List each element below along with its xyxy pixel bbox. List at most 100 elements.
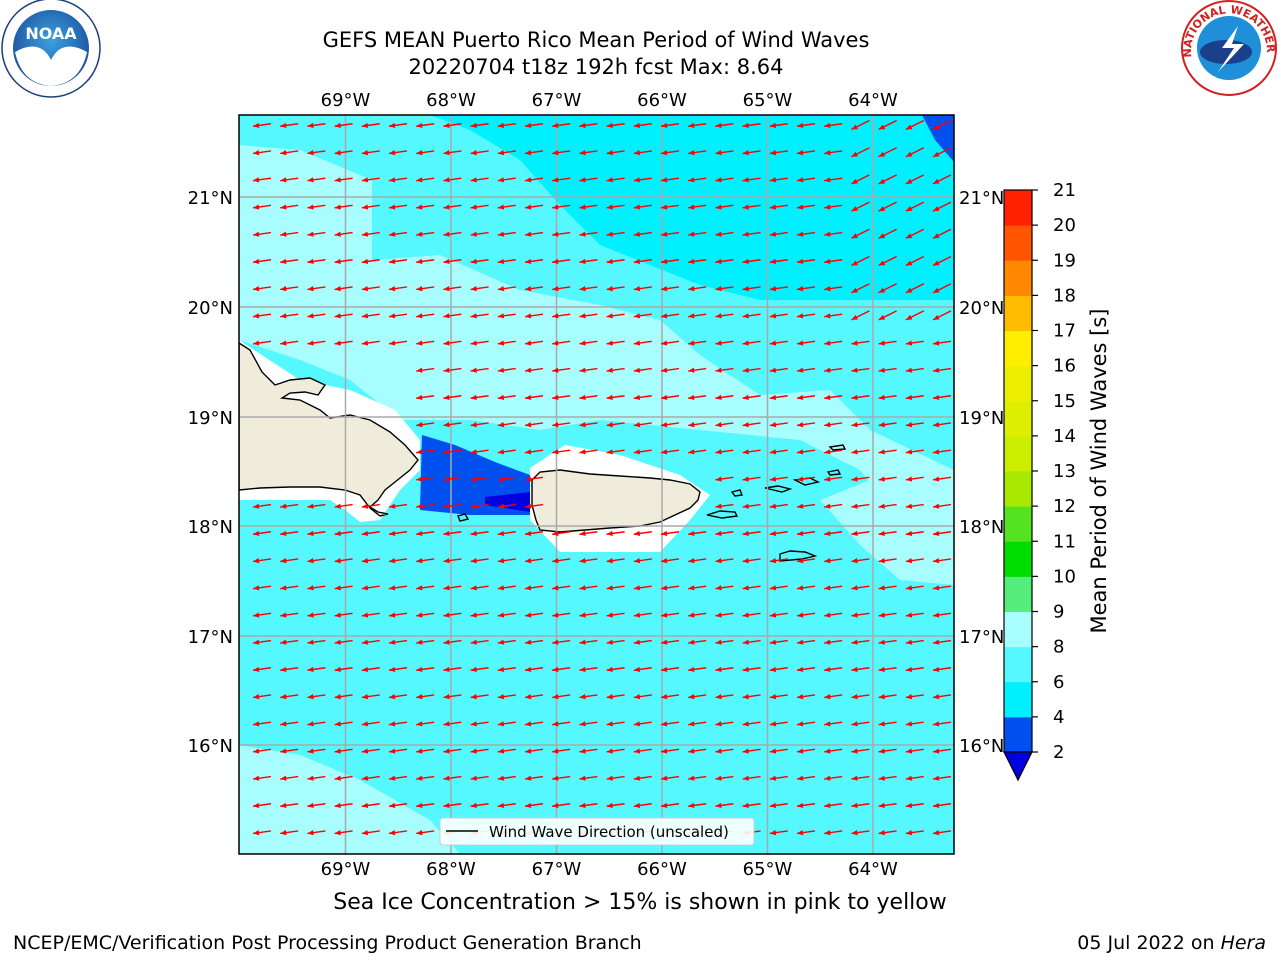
wave-vector-head — [552, 612, 559, 618]
wave-vector-head — [307, 231, 314, 237]
wave-vector-head — [253, 802, 260, 808]
wave-vector-head — [878, 612, 885, 618]
colorbar-segment — [1004, 190, 1032, 226]
wave-vector-head — [688, 394, 695, 400]
wave-vector-head — [742, 558, 749, 564]
wave-vector-head — [416, 503, 423, 509]
wave-vector-head — [905, 585, 913, 591]
wave-vector-head — [769, 666, 777, 672]
wave-vector-head — [688, 150, 695, 156]
colorbar-tick-label: 20 — [1053, 215, 1076, 236]
wave-vector-head — [851, 476, 858, 482]
wave-vector-head — [280, 530, 287, 536]
colorbar-tick-label: 18 — [1053, 285, 1076, 306]
wave-vector-head — [552, 122, 559, 128]
wave-vector-head — [416, 666, 423, 672]
wave-vector-head — [878, 666, 885, 672]
wave-vector-head — [633, 422, 641, 428]
wave-vector-head — [742, 449, 749, 455]
lat-label: 17°N — [959, 627, 1004, 648]
wave-vector-head — [579, 694, 586, 700]
wave-vector-head — [525, 748, 532, 754]
wave-vector-head — [497, 530, 505, 536]
wave-vector-head — [525, 231, 532, 237]
wave-vector-head — [769, 258, 777, 264]
wave-vector-head — [389, 340, 396, 346]
wave-vector-head — [797, 122, 804, 128]
wave-vector-head — [579, 802, 586, 808]
wave-vector-head — [661, 340, 668, 346]
colorbar-segment — [1004, 506, 1032, 542]
wave-vector-head — [334, 612, 341, 618]
wave-vector-head — [497, 122, 505, 128]
wave-vector-head — [905, 639, 913, 645]
wave-vector-head — [470, 177, 477, 183]
wave-vector-head — [416, 422, 423, 428]
wave-vector-head — [769, 503, 777, 509]
wave-vector-head — [307, 286, 314, 292]
wave-vector-head — [715, 313, 722, 319]
wave-vector-head — [443, 666, 450, 672]
wave-vector-head — [470, 721, 477, 727]
wave-vector-head — [905, 449, 913, 455]
wave-vector-head — [525, 394, 532, 400]
wave-vector-head — [769, 340, 777, 346]
land-hispaniola — [239, 342, 419, 517]
wave-vector-head — [443, 694, 450, 700]
wave-vector-head — [361, 204, 369, 210]
colorbar-segment — [1004, 225, 1032, 261]
wave-vector-head — [470, 422, 477, 428]
wave-vector-head — [851, 151, 858, 157]
wave-vector-head — [497, 150, 505, 156]
wave-vector-head — [470, 775, 477, 781]
wave-vector-head — [851, 367, 858, 373]
wave-vector-head — [606, 558, 613, 564]
nws-logo: NATIONAL WEATHER SERVICE — [0, 0, 1277, 96]
wave-vector-head — [416, 585, 423, 591]
wave-vector-head — [525, 530, 532, 536]
wave-vector-head — [797, 422, 804, 428]
wave-vector-head — [579, 204, 586, 210]
wave-vector-head — [797, 530, 804, 536]
wave-vector-head — [688, 122, 695, 128]
colorbar-under-triangle — [1003, 751, 1033, 782]
wave-vector-head — [280, 231, 287, 237]
wave-vector-head — [579, 748, 586, 754]
wave-vector-head — [470, 558, 477, 564]
wave-vector-head — [470, 748, 477, 754]
wave-vector-head — [443, 558, 450, 564]
wave-vector-head — [661, 748, 668, 754]
wave-vector-head — [443, 612, 450, 618]
wave-vector-head — [715, 122, 722, 128]
wave-vector-head — [661, 313, 668, 319]
wave-vector-head — [688, 558, 695, 564]
wave-vector-head — [389, 122, 396, 128]
wave-vector-head — [633, 748, 641, 754]
wave-vector-head — [905, 503, 913, 509]
wave-vector-head — [661, 367, 668, 373]
wave-vector-head — [280, 150, 287, 156]
wave-vector-head — [579, 612, 586, 618]
land-anegada — [826, 469, 842, 476]
wave-vector-head — [878, 748, 885, 754]
lat-label: 21°N — [959, 188, 1004, 209]
wave-vector-head — [389, 830, 396, 836]
wave-vector-head — [253, 258, 260, 264]
colorbar-segment — [1004, 260, 1032, 296]
wave-vector-head — [470, 340, 477, 346]
wave-vector-head — [824, 558, 831, 564]
wave-vector-head — [797, 585, 804, 591]
wave-vector-head — [253, 639, 260, 645]
wave-vector-head — [416, 694, 423, 700]
wave-vector-head — [851, 503, 858, 509]
wave-vector-head — [688, 422, 695, 428]
wave-vector-head — [443, 122, 450, 128]
wave-vector-head — [280, 340, 287, 346]
wave-vector-head — [606, 748, 613, 754]
wave-vector-head — [851, 260, 858, 266]
wave-vector-head — [525, 694, 532, 700]
wave-vector-head — [661, 639, 668, 645]
wave-vector-head — [470, 585, 477, 591]
nws-logo-text: NATIONAL WEATHER SERVICE — [0, 0, 1277, 58]
